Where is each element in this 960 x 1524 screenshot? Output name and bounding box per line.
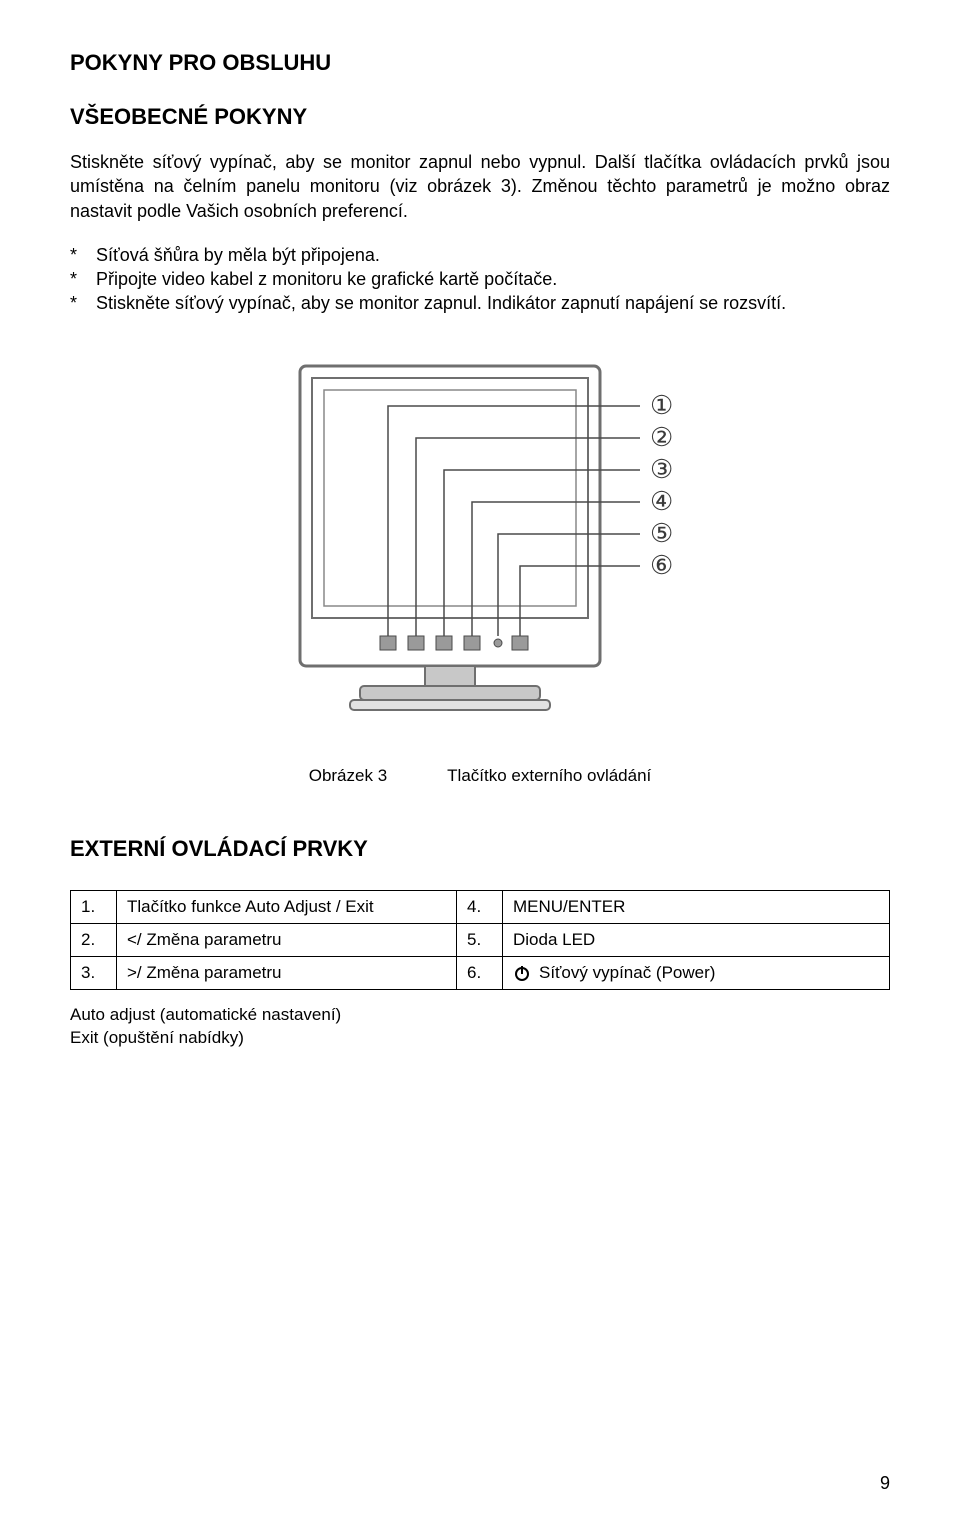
cell-num: 2. — [71, 923, 117, 956]
table-row: 1. Tlačítko funkce Auto Adjust / Exit 4.… — [71, 890, 890, 923]
section-external-title: EXTERNÍ OVLÁDACÍ PRVKY — [70, 836, 890, 862]
cell-num: 6. — [457, 956, 503, 989]
page-number: 9 — [880, 1473, 890, 1494]
instruction-list: Síťová šňůra by měla být připojena. Přip… — [70, 243, 890, 316]
callout-6: ⑥ — [650, 550, 673, 580]
caption-text: Tlačítko externího ovládání — [447, 766, 651, 786]
cell-num: 3. — [71, 956, 117, 989]
cell-label: Dioda LED — [503, 923, 890, 956]
caption-label: Obrázek 3 — [309, 766, 387, 786]
cell-label: Síťový vypínač (Power) — [503, 956, 890, 989]
figure-caption: Obrázek 3 Tlačítko externího ovládání — [70, 766, 890, 786]
section-general-title: VŠEOBECNÉ POKYNY — [70, 104, 890, 130]
monitor-diagram: ① ② ③ ④ ⑤ ⑥ — [70, 346, 890, 746]
table-row: 2. </ Změna parametru 5. Dioda LED — [71, 923, 890, 956]
page-title: POKYNY PRO OBSLUHU — [70, 50, 890, 76]
intro-paragraph: Stiskněte síťový vypínač, aby se monitor… — [70, 150, 890, 223]
list-item: Stiskněte síťový vypínač, aby se monitor… — [70, 291, 890, 315]
callout-2: ② — [650, 422, 673, 452]
list-item: Připojte video kabel z monitoru ke grafi… — [70, 267, 890, 291]
callout-3: ③ — [650, 454, 673, 484]
callout-5: ⑤ — [650, 518, 673, 548]
footnotes: Auto adjust (automatické nastavení) Exit… — [70, 1004, 890, 1050]
power-text: Síťový vypínač (Power) — [539, 963, 715, 983]
footnote-line: Auto adjust (automatické nastavení) — [70, 1004, 890, 1027]
list-item: Síťová šňůra by měla být připojena. — [70, 243, 890, 267]
cell-label: </ Změna parametru — [117, 923, 457, 956]
cell-label: >/ Změna parametru — [117, 956, 457, 989]
cell-label: Tlačítko funkce Auto Adjust / Exit — [117, 890, 457, 923]
callout-1: ① — [650, 390, 673, 420]
power-icon — [513, 964, 531, 982]
table-row: 3. >/ Změna parametru 6. Síťový vypínač … — [71, 956, 890, 989]
controls-table: 1. Tlačítko funkce Auto Adjust / Exit 4.… — [70, 890, 890, 990]
cell-num: 1. — [71, 890, 117, 923]
cell-num: 4. — [457, 890, 503, 923]
footnote-line: Exit (opuštění nabídky) — [70, 1027, 890, 1050]
cell-num: 5. — [457, 923, 503, 956]
callout-4: ④ — [650, 486, 673, 516]
cell-label: MENU/ENTER — [503, 890, 890, 923]
